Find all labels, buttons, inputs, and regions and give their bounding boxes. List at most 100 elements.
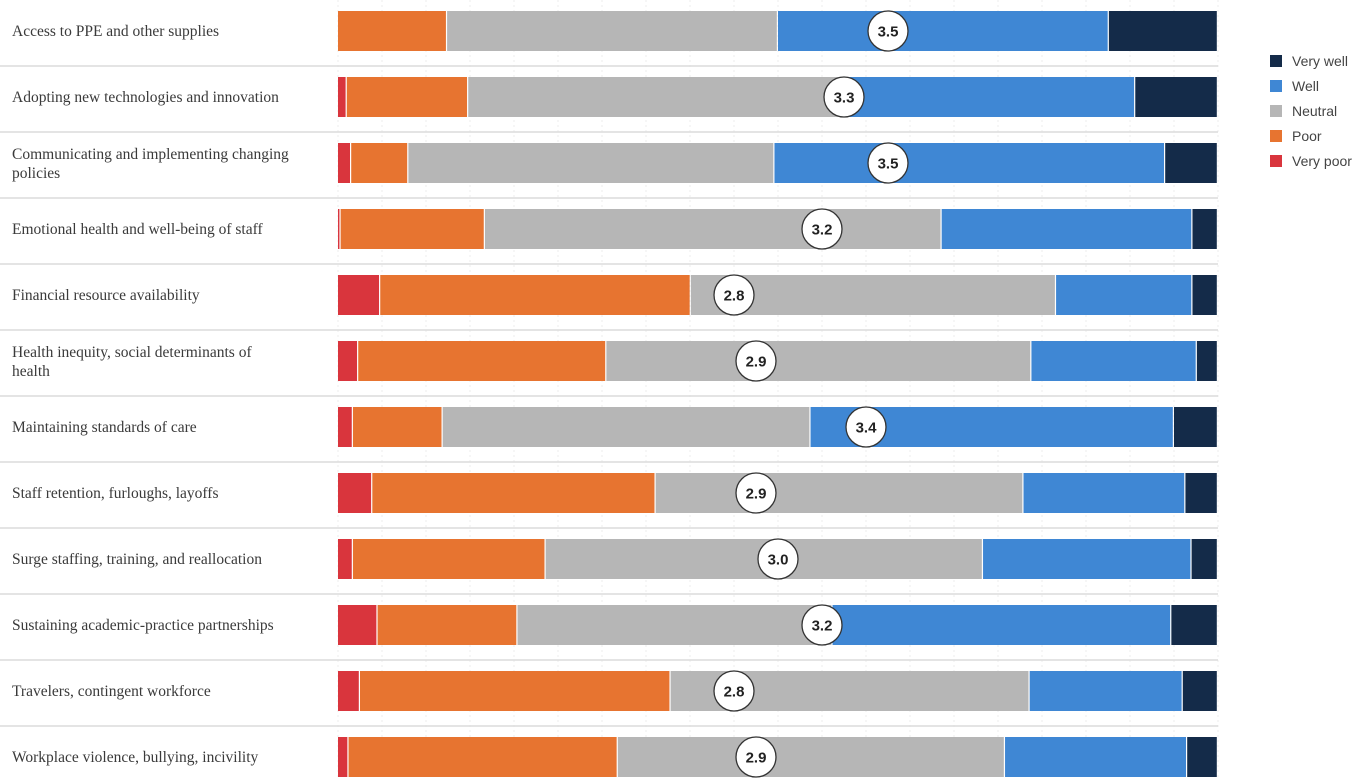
bar-segment-very-well bbox=[1187, 737, 1217, 777]
average-marker bbox=[713, 670, 755, 712]
legend-swatch bbox=[1270, 55, 1282, 67]
row-label: Financial resource availability bbox=[12, 287, 200, 304]
bar-segment-well bbox=[832, 605, 1171, 645]
bar-segment-neutral bbox=[447, 11, 777, 51]
bar-segment-very-poor bbox=[338, 341, 358, 381]
bar-segment-poor bbox=[377, 605, 517, 645]
bar-segment-poor bbox=[352, 407, 442, 447]
bar-segment-neutral bbox=[484, 209, 941, 249]
bar-segment-very-poor bbox=[338, 275, 380, 315]
legend-label: Very poor bbox=[1292, 153, 1352, 169]
average-marker bbox=[823, 76, 865, 118]
average-label: 2.9 bbox=[746, 750, 767, 767]
bar-segment-neutral bbox=[408, 143, 774, 183]
average-marker bbox=[801, 208, 843, 250]
legend-swatch bbox=[1270, 80, 1282, 92]
bar-segment-well bbox=[774, 143, 1164, 183]
bar-segment-very-well bbox=[1174, 407, 1217, 447]
bar-segment-very-well bbox=[1185, 473, 1217, 513]
bar-segment-well bbox=[941, 209, 1192, 249]
average-label: 3.5 bbox=[878, 24, 899, 41]
bar-segment-well bbox=[1023, 473, 1185, 513]
bar-segment-poor bbox=[360, 671, 670, 711]
row-label: Workplace violence, bullying, incivility bbox=[12, 749, 259, 766]
row-label: Adopting new technologies and innovation bbox=[12, 89, 279, 106]
row-label: Surge staffing, training, and reallocati… bbox=[12, 551, 262, 568]
bar-segment-well bbox=[983, 539, 1191, 579]
bar-segment-neutral bbox=[606, 341, 1031, 381]
average-marker bbox=[735, 472, 777, 514]
average-marker bbox=[713, 274, 755, 316]
bar-segment-neutral bbox=[442, 407, 810, 447]
row-label: Emotional health and well-being of staff bbox=[12, 221, 263, 238]
bar-segment-well bbox=[849, 77, 1135, 117]
bar-segment-neutral bbox=[517, 605, 832, 645]
bar-segment-neutral bbox=[655, 473, 1023, 513]
bar-segment-very-poor bbox=[338, 143, 350, 183]
gridlines bbox=[337, 0, 1219, 780]
row-label: Access to PPE and other supplies bbox=[12, 23, 219, 40]
average-label: 3.5 bbox=[878, 156, 899, 173]
bar-segment-very-poor bbox=[338, 671, 359, 711]
average-marker bbox=[867, 10, 909, 52]
average-label: 2.9 bbox=[746, 354, 767, 371]
average-label: 3.0 bbox=[768, 552, 789, 569]
bar-segment-very-well bbox=[1135, 77, 1217, 117]
bar-segment-well bbox=[778, 11, 1108, 51]
average-marker bbox=[867, 142, 909, 184]
bar-segment-poor bbox=[340, 209, 484, 249]
average-label: 2.8 bbox=[724, 288, 745, 305]
bar-segment-neutral bbox=[468, 77, 849, 117]
bar-segment-very-poor bbox=[338, 539, 352, 579]
bar-segment-very-well bbox=[1108, 11, 1217, 51]
bar-segment-well bbox=[1056, 275, 1192, 315]
bar-segment-well bbox=[1005, 737, 1186, 777]
bar-segment-poor bbox=[372, 473, 655, 513]
bar-segment-poor bbox=[338, 11, 446, 51]
row-label: Staff retention, furloughs, layoffs bbox=[12, 485, 219, 502]
average-marker bbox=[845, 406, 887, 448]
bar-segment-poor bbox=[348, 737, 617, 777]
average-label: 3.3 bbox=[834, 90, 855, 107]
average-label: 3.2 bbox=[812, 222, 833, 239]
row-label: Communicating and implementing changing p… bbox=[12, 146, 289, 182]
bar-segment-well bbox=[1029, 671, 1182, 711]
legend-swatch bbox=[1270, 105, 1282, 117]
row-labels: Access to PPE and other supplies Adopting… bbox=[12, 23, 289, 766]
row-label: Maintaining standards of care bbox=[12, 419, 197, 436]
average-label: 3.4 bbox=[856, 420, 878, 437]
bar-segment-very-poor bbox=[338, 737, 348, 777]
average-marker bbox=[801, 604, 843, 646]
bar-segment-very-poor bbox=[338, 77, 346, 117]
bar-segment-poor bbox=[352, 539, 545, 579]
bar-segment-very-poor bbox=[338, 407, 352, 447]
average-marker bbox=[735, 736, 777, 778]
row-label: Health inequity, social determinants of h… bbox=[12, 344, 252, 380]
average-label: 2.9 bbox=[746, 486, 767, 503]
bar-segment-very-well bbox=[1182, 671, 1217, 711]
legend-swatch bbox=[1270, 130, 1282, 142]
legend-label: Poor bbox=[1292, 128, 1322, 144]
bar-segment-poor bbox=[351, 143, 408, 183]
bar-segment-well bbox=[1031, 341, 1196, 381]
legend-label: Very well bbox=[1292, 53, 1348, 69]
bar-segment-poor bbox=[358, 341, 606, 381]
bar-segment-very-well bbox=[1165, 143, 1217, 183]
average-label: 2.8 bbox=[724, 684, 745, 701]
legend: Very well Well Neutral Poor Very poor bbox=[1270, 53, 1352, 169]
bar-segment-poor bbox=[346, 77, 468, 117]
average-markers: 3.5 3.3 3.5 3.2 2.8 2.9 3.4 2.9 3.0 3.2 2.8 2.9 bbox=[713, 10, 909, 778]
row-separators bbox=[0, 65, 1218, 727]
row-label: Travelers, contingent workforce bbox=[12, 683, 211, 700]
legend-label: Well bbox=[1292, 78, 1319, 94]
bar-segment-very-well bbox=[1192, 209, 1217, 249]
bars bbox=[338, 11, 1217, 777]
legend-swatch bbox=[1270, 155, 1282, 167]
bar-segment-neutral bbox=[617, 737, 1004, 777]
legend-label: Neutral bbox=[1292, 103, 1337, 119]
bar-segment-very-well bbox=[1191, 539, 1217, 579]
bar-segment-very-poor bbox=[338, 209, 340, 249]
bar-segment-very-well bbox=[1171, 605, 1217, 645]
average-marker bbox=[735, 340, 777, 382]
